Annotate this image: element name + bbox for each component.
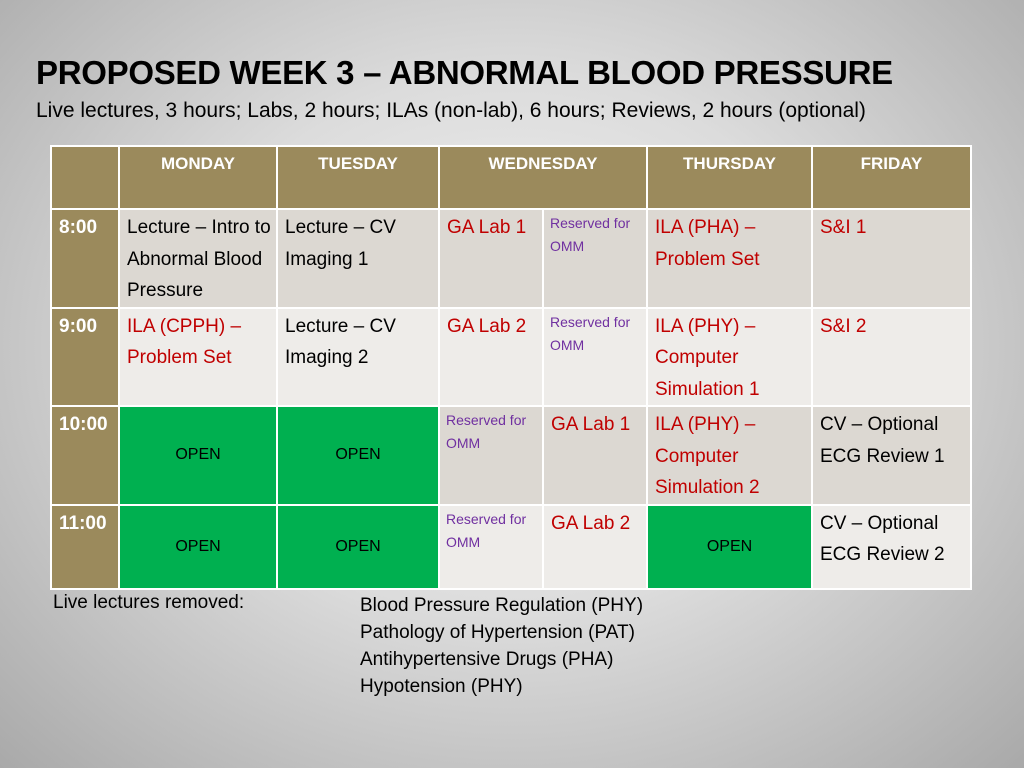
- cell-text: GA Lab 2: [447, 315, 527, 337]
- removed-lectures-list: Blood Pressure Regulation (PHY) Patholog…: [360, 592, 643, 700]
- wednesday-a-cell: GA Lab 2: [438, 306, 544, 407]
- tuesday-open-cell: OPEN: [276, 503, 440, 590]
- time-cell: 8:00: [50, 208, 120, 309]
- cell-text: CV – Optional ECG Review 1: [820, 414, 945, 467]
- friday-cell: CV – Optional ECG Review 2: [811, 503, 972, 590]
- removed-lectures-label: Live lectures removed:: [53, 592, 245, 613]
- wednesday-b-cell: GA Lab 2: [542, 503, 648, 590]
- table-row: 11:00 OPEN OPEN Reserved for OMM GA Lab …: [50, 503, 972, 590]
- tuesday-open-cell: OPEN: [276, 405, 440, 506]
- header-row: MONDAY TUESDAY WEDNESDAY THURSDAY FRIDAY: [50, 145, 972, 210]
- header-label: FRIDAY: [860, 154, 923, 173]
- cell-text: ILA (CPPH) – Problem Set: [127, 315, 242, 369]
- monday-open-cell: OPEN: [118, 503, 278, 590]
- slide-title: PROPOSED WEEK 3 – ABNORMAL BLOOD PRESSUR…: [36, 54, 893, 91]
- cell-text: GA Lab 1: [447, 217, 527, 238]
- list-item: Antihypertensive Drugs (PHA): [360, 649, 614, 670]
- thursday-open-cell: OPEN: [646, 503, 813, 590]
- header-monday: MONDAY: [118, 145, 278, 210]
- cell-text: Reserved for OMM: [550, 313, 631, 353]
- slide-subtitle: Live lectures, 3 hours; Labs, 2 hours; I…: [36, 99, 866, 122]
- tuesday-cell: Lecture – CV Imaging 1: [276, 208, 440, 309]
- schedule-table: MONDAY TUESDAY WEDNESDAY THURSDAY FRIDAY…: [50, 145, 972, 590]
- wednesday-a-cell: GA Lab 1: [438, 208, 544, 309]
- time-label: 8:00: [59, 217, 98, 238]
- friday-cell: S&I 2: [811, 306, 972, 407]
- cell-text: Lecture – Intro to Abnormal Blood Pressu…: [127, 217, 271, 301]
- wednesday-b-cell: Reserved for OMM: [542, 306, 648, 407]
- cell-text: ILA (PHY) – Computer Simulation 2: [655, 414, 760, 498]
- list-item: Blood Pressure Regulation (PHY): [360, 595, 644, 616]
- cell-text: ILA (PHA) – Problem Set: [655, 217, 760, 270]
- cell-text: S&I 2: [820, 315, 867, 337]
- cell-text: Reserved for OMM: [446, 412, 527, 451]
- time-label: 10:00: [59, 414, 108, 435]
- header-thursday: THURSDAY: [646, 145, 813, 210]
- cell-text: ILA (PHY) – Computer Simulation 1: [655, 315, 760, 400]
- friday-cell: S&I 1: [811, 208, 972, 309]
- table-row: 8:00 Lecture – Intro to Abnormal Blood P…: [50, 208, 972, 309]
- cell-text: Lecture – CV Imaging 1: [285, 217, 396, 270]
- table-row: 9:00 ILA (CPPH) – Problem Set Lecture – …: [50, 306, 972, 407]
- header-label: WEDNESDAY: [488, 154, 598, 173]
- header-label: MONDAY: [161, 154, 235, 173]
- time-label: 11:00: [59, 512, 107, 534]
- thursday-cell: ILA (PHY) – Computer Simulation 1: [646, 306, 813, 407]
- cell-text: GA Lab 1: [551, 414, 631, 435]
- header-friday: FRIDAY: [811, 145, 972, 210]
- cell-text: GA Lab 2: [551, 512, 631, 534]
- cell-text: S&I 1: [820, 217, 867, 238]
- monday-open-cell: OPEN: [118, 405, 278, 506]
- monday-cell: ILA (CPPH) – Problem Set: [118, 306, 278, 407]
- header-label: THURSDAY: [683, 154, 776, 173]
- cell-text: Reserved for OMM: [446, 510, 527, 550]
- list-item: Hypotension (PHY): [360, 676, 523, 697]
- wednesday-a-cell: Reserved for OMM: [438, 405, 544, 506]
- list-item: Pathology of Hypertension (PAT): [360, 622, 635, 643]
- wednesday-b-cell: GA Lab 1: [542, 405, 648, 506]
- wednesday-a-cell: Reserved for OMM: [438, 503, 544, 590]
- header-tuesday: TUESDAY: [276, 145, 440, 210]
- time-label: 9:00: [59, 315, 98, 337]
- time-cell: 9:00: [50, 306, 120, 407]
- cell-text: Reserved for OMM: [550, 215, 631, 254]
- header-corner-cell: [50, 145, 120, 210]
- time-cell: 10:00: [50, 405, 120, 506]
- cell-text: CV – Optional ECG Review 2: [820, 512, 945, 566]
- header-wednesday: WEDNESDAY: [438, 145, 648, 210]
- cell-text: Lecture – CV Imaging 2: [285, 315, 396, 369]
- time-cell: 11:00: [50, 503, 120, 590]
- header-label: TUESDAY: [318, 154, 398, 173]
- thursday-cell: ILA (PHA) – Problem Set: [646, 208, 813, 309]
- thursday-cell: ILA (PHY) – Computer Simulation 2: [646, 405, 813, 506]
- tuesday-cell: Lecture – CV Imaging 2: [276, 306, 440, 407]
- table-row: 10:00 OPEN OPEN Reserved for OMM GA Lab …: [50, 405, 972, 506]
- friday-cell: CV – Optional ECG Review 1: [811, 405, 972, 506]
- monday-cell: Lecture – Intro to Abnormal Blood Pressu…: [118, 208, 278, 309]
- wednesday-b-cell: Reserved for OMM: [542, 208, 648, 309]
